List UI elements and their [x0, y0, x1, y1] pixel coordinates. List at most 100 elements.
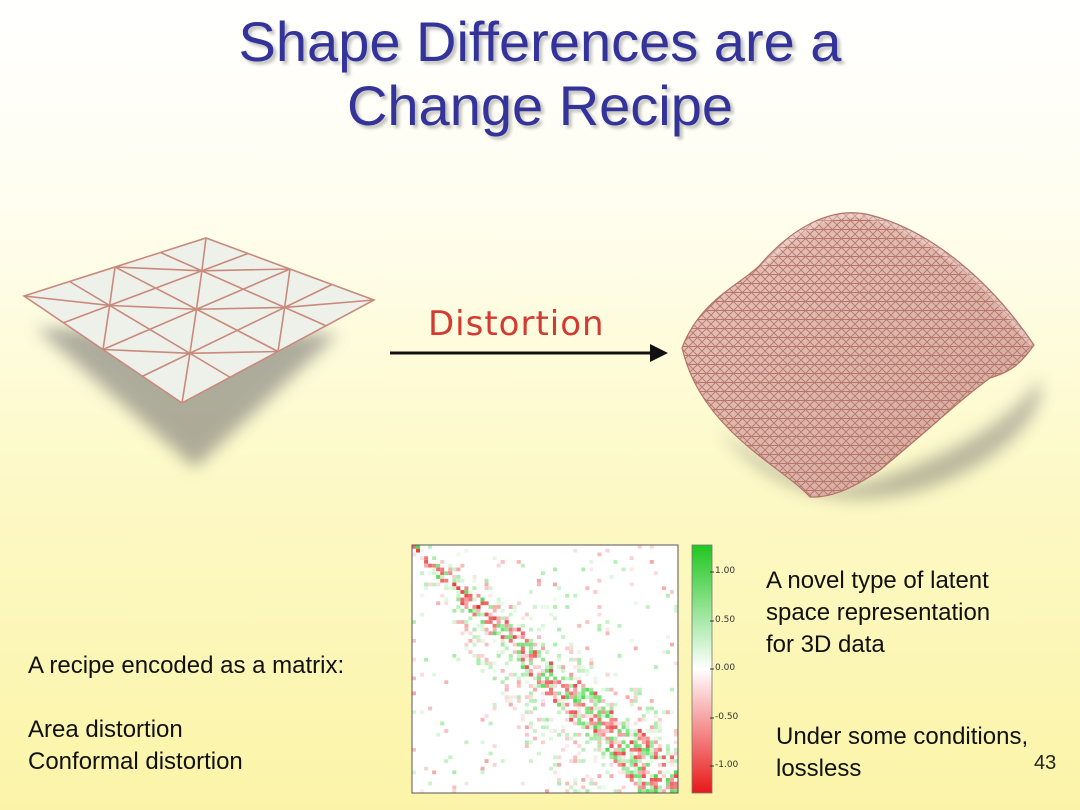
- heatmap-cell: [440, 567, 445, 572]
- heatmap-cell: [597, 578, 602, 583]
- heatmap-cell: [540, 657, 545, 662]
- heatmap-cell: [428, 545, 433, 549]
- heatmap-cell: [637, 781, 642, 786]
- heatmap-cell: [589, 691, 594, 696]
- heatmap-cell: [545, 676, 550, 681]
- heatmap-cell: [625, 770, 630, 775]
- heatmap-cell: [500, 601, 505, 606]
- flat-mesh: [22, 237, 376, 468]
- heatmap-cell: [569, 650, 574, 654]
- heatmap-cell: [597, 736, 602, 741]
- heatmap-cell: [629, 770, 634, 775]
- heatmap-cell: [524, 638, 529, 643]
- heatmap-cell: [452, 620, 457, 624]
- heatmap-cell: [605, 548, 610, 553]
- heatmap-cell: [585, 732, 590, 737]
- heatmap-cell: [460, 578, 465, 583]
- heatmap-cell: [484, 578, 489, 583]
- novel-text-line-2: space representation: [766, 599, 991, 626]
- heatmap-cell: [653, 751, 658, 756]
- heatmap-cell: [569, 676, 574, 681]
- heatmap-cell: [420, 593, 425, 598]
- heatmap-cell: [412, 620, 417, 624]
- heatmap-cell: [545, 661, 550, 666]
- heatmap-cell: [569, 736, 574, 741]
- heatmap-cell: [440, 571, 445, 576]
- heatmap-cell: [468, 638, 473, 643]
- heatmap-cell: [536, 717, 541, 722]
- heatmap-cell: [657, 762, 662, 767]
- heatmap-cell: [436, 582, 441, 587]
- heatmap-cell: [500, 680, 505, 685]
- heatmap-cell: [673, 605, 678, 609]
- heatmap-cell: [609, 774, 614, 778]
- heatmap-cell: [504, 616, 509, 621]
- heatmap-cell: [633, 774, 638, 778]
- heatmap-cell: [641, 732, 646, 737]
- heatmap-cell: [536, 676, 541, 681]
- heatmap-cell: [512, 635, 517, 639]
- heatmap-cell: [557, 732, 562, 737]
- heatmap-cell: [508, 623, 513, 628]
- heatmap-cell: [484, 586, 489, 591]
- heatmap-cell: [444, 578, 449, 583]
- heatmap-cell: [633, 721, 638, 726]
- heatmap-cell: [492, 762, 497, 767]
- heatmap-cell: [653, 665, 658, 669]
- heatmap-cell: [488, 616, 493, 621]
- heatmap-cell: [565, 593, 570, 598]
- heatmap-cell: [488, 751, 493, 756]
- heatmap-cell: [617, 770, 622, 775]
- heatmap-cell: [448, 563, 453, 568]
- heatmap-cell: [512, 627, 517, 632]
- heatmap-cell: [565, 789, 570, 793]
- heatmap-cell: [565, 605, 570, 609]
- heatmap-cell: [637, 751, 642, 756]
- colorbar-tick-label: 0.00: [715, 663, 736, 673]
- heatmap-cell: [484, 631, 489, 636]
- heatmap-cell: [621, 740, 626, 745]
- heatmap-cell: [645, 706, 650, 711]
- heatmap-cell: [577, 717, 582, 722]
- heatmap-cell: [540, 702, 545, 707]
- heatmap-cell: [520, 665, 525, 669]
- heatmap-cell: [657, 747, 662, 752]
- heatmap-cell: [641, 766, 646, 771]
- heatmap-cell: [609, 755, 614, 760]
- heatmap-cell: [536, 650, 541, 654]
- heatmap-cell: [492, 638, 497, 643]
- heatmap-cell: [641, 762, 646, 767]
- heatmap-cell: [565, 717, 570, 722]
- heatmap-cell: [520, 646, 525, 651]
- heatmap-cell: [605, 631, 610, 636]
- heatmap-cell: [464, 781, 469, 786]
- heatmap-cell: [492, 706, 497, 711]
- heatmap-cell: [617, 653, 622, 658]
- heatmap-cell: [424, 563, 429, 568]
- heatmap-cell: [621, 567, 626, 572]
- heatmap-cell: [641, 736, 646, 741]
- heatmap-cell: [536, 665, 541, 669]
- heatmap-cell: [605, 714, 610, 718]
- condition-text-line-2: lossless: [776, 755, 862, 782]
- heatmap-cell: [432, 571, 437, 576]
- heatmap-cell: [504, 661, 509, 666]
- heatmap-cell: [589, 657, 594, 662]
- heatmap-cell: [557, 665, 562, 669]
- heatmap-cell: [581, 747, 586, 752]
- heatmap-cell: [416, 545, 421, 549]
- heatmap-cell: [593, 729, 598, 733]
- heatmap-cell: [649, 744, 654, 748]
- heatmap-cell: [516, 684, 521, 688]
- heatmap-cell: [637, 687, 642, 692]
- heatmap-cell: [460, 563, 465, 568]
- heatmap-cell: [476, 661, 481, 666]
- heatmap-cell: [657, 789, 662, 793]
- heatmap-cell: [593, 725, 598, 730]
- heatmap-cell: [633, 759, 638, 763]
- heatmap-cell: [500, 759, 505, 763]
- heatmap-cell: [637, 785, 642, 790]
- heatmap-cell: [553, 597, 558, 602]
- heatmap-cell: [573, 702, 578, 707]
- heatmap-cell: [573, 759, 578, 763]
